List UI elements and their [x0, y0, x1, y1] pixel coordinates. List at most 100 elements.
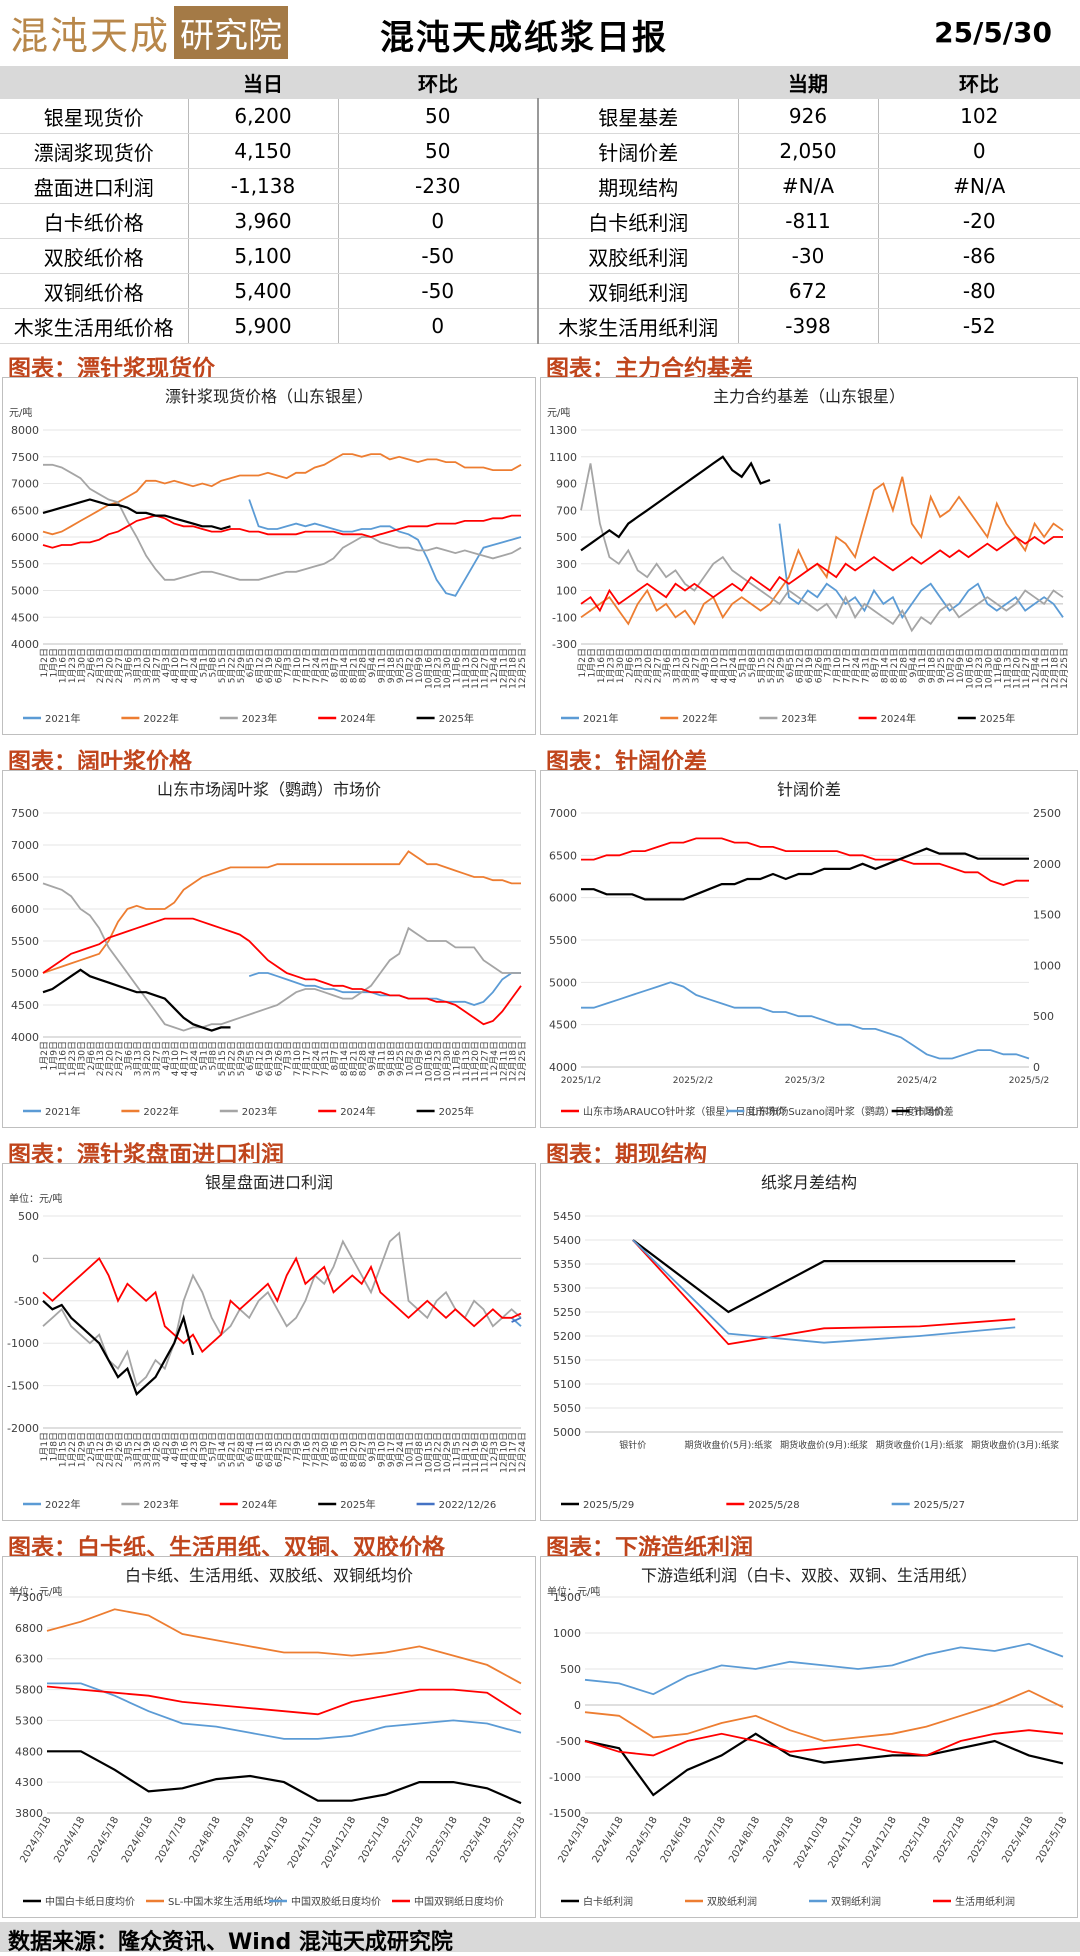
x-tick-label: 3月6日 [662, 648, 673, 677]
y-tick-label: 7000 [11, 839, 39, 852]
y-tick-label: 1100 [549, 451, 577, 464]
x-tick-label: 8月21日 [889, 648, 900, 683]
y-tick-label: 5000 [549, 976, 577, 989]
legend-label: 中国双胶纸日度均价 [291, 1895, 381, 1908]
series-line [632, 1239, 1016, 1314]
x-tick-label: 8月21日 [348, 648, 359, 683]
series-line [248, 499, 522, 597]
x-tick-label: 2024/6/18 [659, 1815, 694, 1865]
chart-title: 白卡纸、生活用纸、双胶纸、双铜纸均价 [125, 1566, 413, 1585]
y-tick-label: 5100 [553, 1378, 581, 1391]
x-tick-label: 2月20日 [105, 1041, 116, 1076]
x-tick-label: 10月9日 [414, 648, 425, 683]
axis-label: 单位：元/吨 [547, 1585, 600, 1598]
y-tick-label: 4000 [11, 1031, 39, 1044]
y-tick-label: 1300 [549, 424, 577, 437]
x-tick-label: 5月1日 [198, 648, 209, 677]
x-tick-label: 6月5日 [245, 648, 256, 677]
table-cell: -52 [878, 308, 1080, 344]
series-line [511, 1317, 522, 1327]
table-cell: -50 [338, 238, 539, 274]
x-tick-label: 4月17日 [180, 648, 191, 683]
y-tick-label: 4300 [15, 1776, 43, 1789]
x-tick-label: 5月15日 [217, 1041, 228, 1076]
table-cell: 0 [878, 133, 1080, 169]
legend-label: 2025/5/27 [914, 1500, 965, 1511]
y-tick-label: 7300 [15, 1591, 43, 1604]
x-tick-label: 9月11日 [376, 648, 387, 683]
y-tick-label: 7000 [11, 478, 39, 491]
x-tick-label: 1月1日 [39, 1432, 50, 1461]
series-line [42, 850, 521, 974]
table-cell: 0 [338, 308, 539, 344]
x-tick-label: 2025/5/18 [492, 1815, 527, 1865]
report-title: 混沌天成纸浆日报 [380, 18, 668, 58]
x-tick-label: 4月10日 [170, 1041, 181, 1076]
x-tick-label: 2月5日 [86, 1432, 97, 1461]
x-tick-label: 2024/10/18 [252, 1815, 290, 1870]
legend-label: 山东市场Suzano阔叶浆（鹦鹉）日度市场价 [748, 1105, 945, 1118]
y2-tick-label: 1500 [1033, 909, 1061, 922]
logo-seal: 研究院 [174, 5, 289, 59]
table-cell: 银星基差 [538, 98, 739, 134]
x-tick-label: 5月21日 [226, 1432, 237, 1467]
x-tick-label: 10月16日 [423, 1041, 434, 1082]
table-cell: -230 [338, 168, 539, 204]
y-tick-label: 5300 [553, 1282, 581, 1295]
x-tick-label: 6月12日 [255, 1041, 266, 1076]
y-tick-label: 5500 [549, 934, 577, 947]
table-cell: 2,050 [738, 133, 879, 169]
x-tick-label: 12月17日 [508, 1432, 519, 1473]
legend-label: 白卡纸利润 [583, 1895, 633, 1908]
y-tick-label: 5300 [15, 1714, 43, 1727]
x-tick-label: 7月24日 [311, 648, 322, 683]
x-tick-label: 1月2日 [577, 648, 588, 677]
series-line [632, 1239, 1016, 1346]
y-tick-label: 4800 [15, 1745, 43, 1758]
x-tick-label: 5月22日 [226, 1041, 237, 1076]
x-tick-label: 2024/3/18 [556, 1815, 591, 1865]
x-tick-label: 10月30日 [983, 648, 994, 689]
y-tick-label: 5200 [553, 1330, 581, 1343]
table-cell: 5,900 [188, 308, 339, 344]
x-tick-label: 2025/1/18 [357, 1815, 392, 1865]
x-tick-label: 8月14日 [879, 648, 890, 683]
x-tick-label: 3月13日 [672, 648, 683, 683]
y-tick-label: -1000 [7, 1337, 39, 1350]
chart-title: 漂针浆现货价格（山东银星） [165, 387, 373, 406]
x-tick-label: 3月20日 [142, 648, 153, 683]
x-tick-label: 2月27日 [114, 648, 125, 683]
series-line [580, 535, 1063, 613]
table-cell: -50 [338, 273, 539, 309]
series-line [46, 1608, 522, 1685]
x-tick-label: 9月25日 [395, 648, 406, 683]
series-line [580, 463, 1064, 633]
y-tick-label: 700 [556, 504, 577, 517]
table-row: 漂阔浆现货价 4,150 50 针阔价差 2,050 0 [0, 133, 1080, 169]
x-tick-label: 11月13日 [461, 1041, 472, 1082]
y-tick-label: 5400 [553, 1234, 581, 1247]
x-tick-label: 2024/7/18 [154, 1815, 189, 1865]
legend-label: 2025/5/29 [583, 1500, 634, 1511]
y-tick-label: 5050 [553, 1402, 581, 1415]
x-tick-label: 9月11日 [917, 648, 928, 683]
x-tick-label: 1月8日 [48, 1432, 59, 1461]
legend-label: 2025/5/28 [748, 1500, 799, 1511]
x-tick-label: 11月20日 [470, 1041, 481, 1082]
series-line [248, 972, 521, 1006]
x-tick-label: 7月16日 [301, 1432, 312, 1467]
y-tick-label: 6000 [549, 892, 577, 905]
x-tick-label: 12月4日 [1031, 648, 1042, 683]
x-tick-label: 9月11日 [376, 1041, 387, 1076]
x-tick-label: 1月30日 [76, 1041, 87, 1076]
x-tick-label: 10月9日 [955, 648, 966, 683]
x-tick-label: 期货收盘价(9月):纸浆 [780, 1439, 868, 1451]
x-tick-label: 银针价 [619, 1439, 646, 1451]
legend-label: 2025年 [980, 712, 1015, 725]
y-tick-label: 7500 [11, 451, 39, 464]
y-tick-label: 7500 [11, 807, 39, 820]
series-line [47, 1682, 522, 1740]
x-tick-label: 9月25日 [395, 1041, 406, 1076]
legend-label: 中国双铜纸日度均价 [414, 1895, 504, 1908]
x-tick-label: 2月26日 [114, 1432, 125, 1467]
